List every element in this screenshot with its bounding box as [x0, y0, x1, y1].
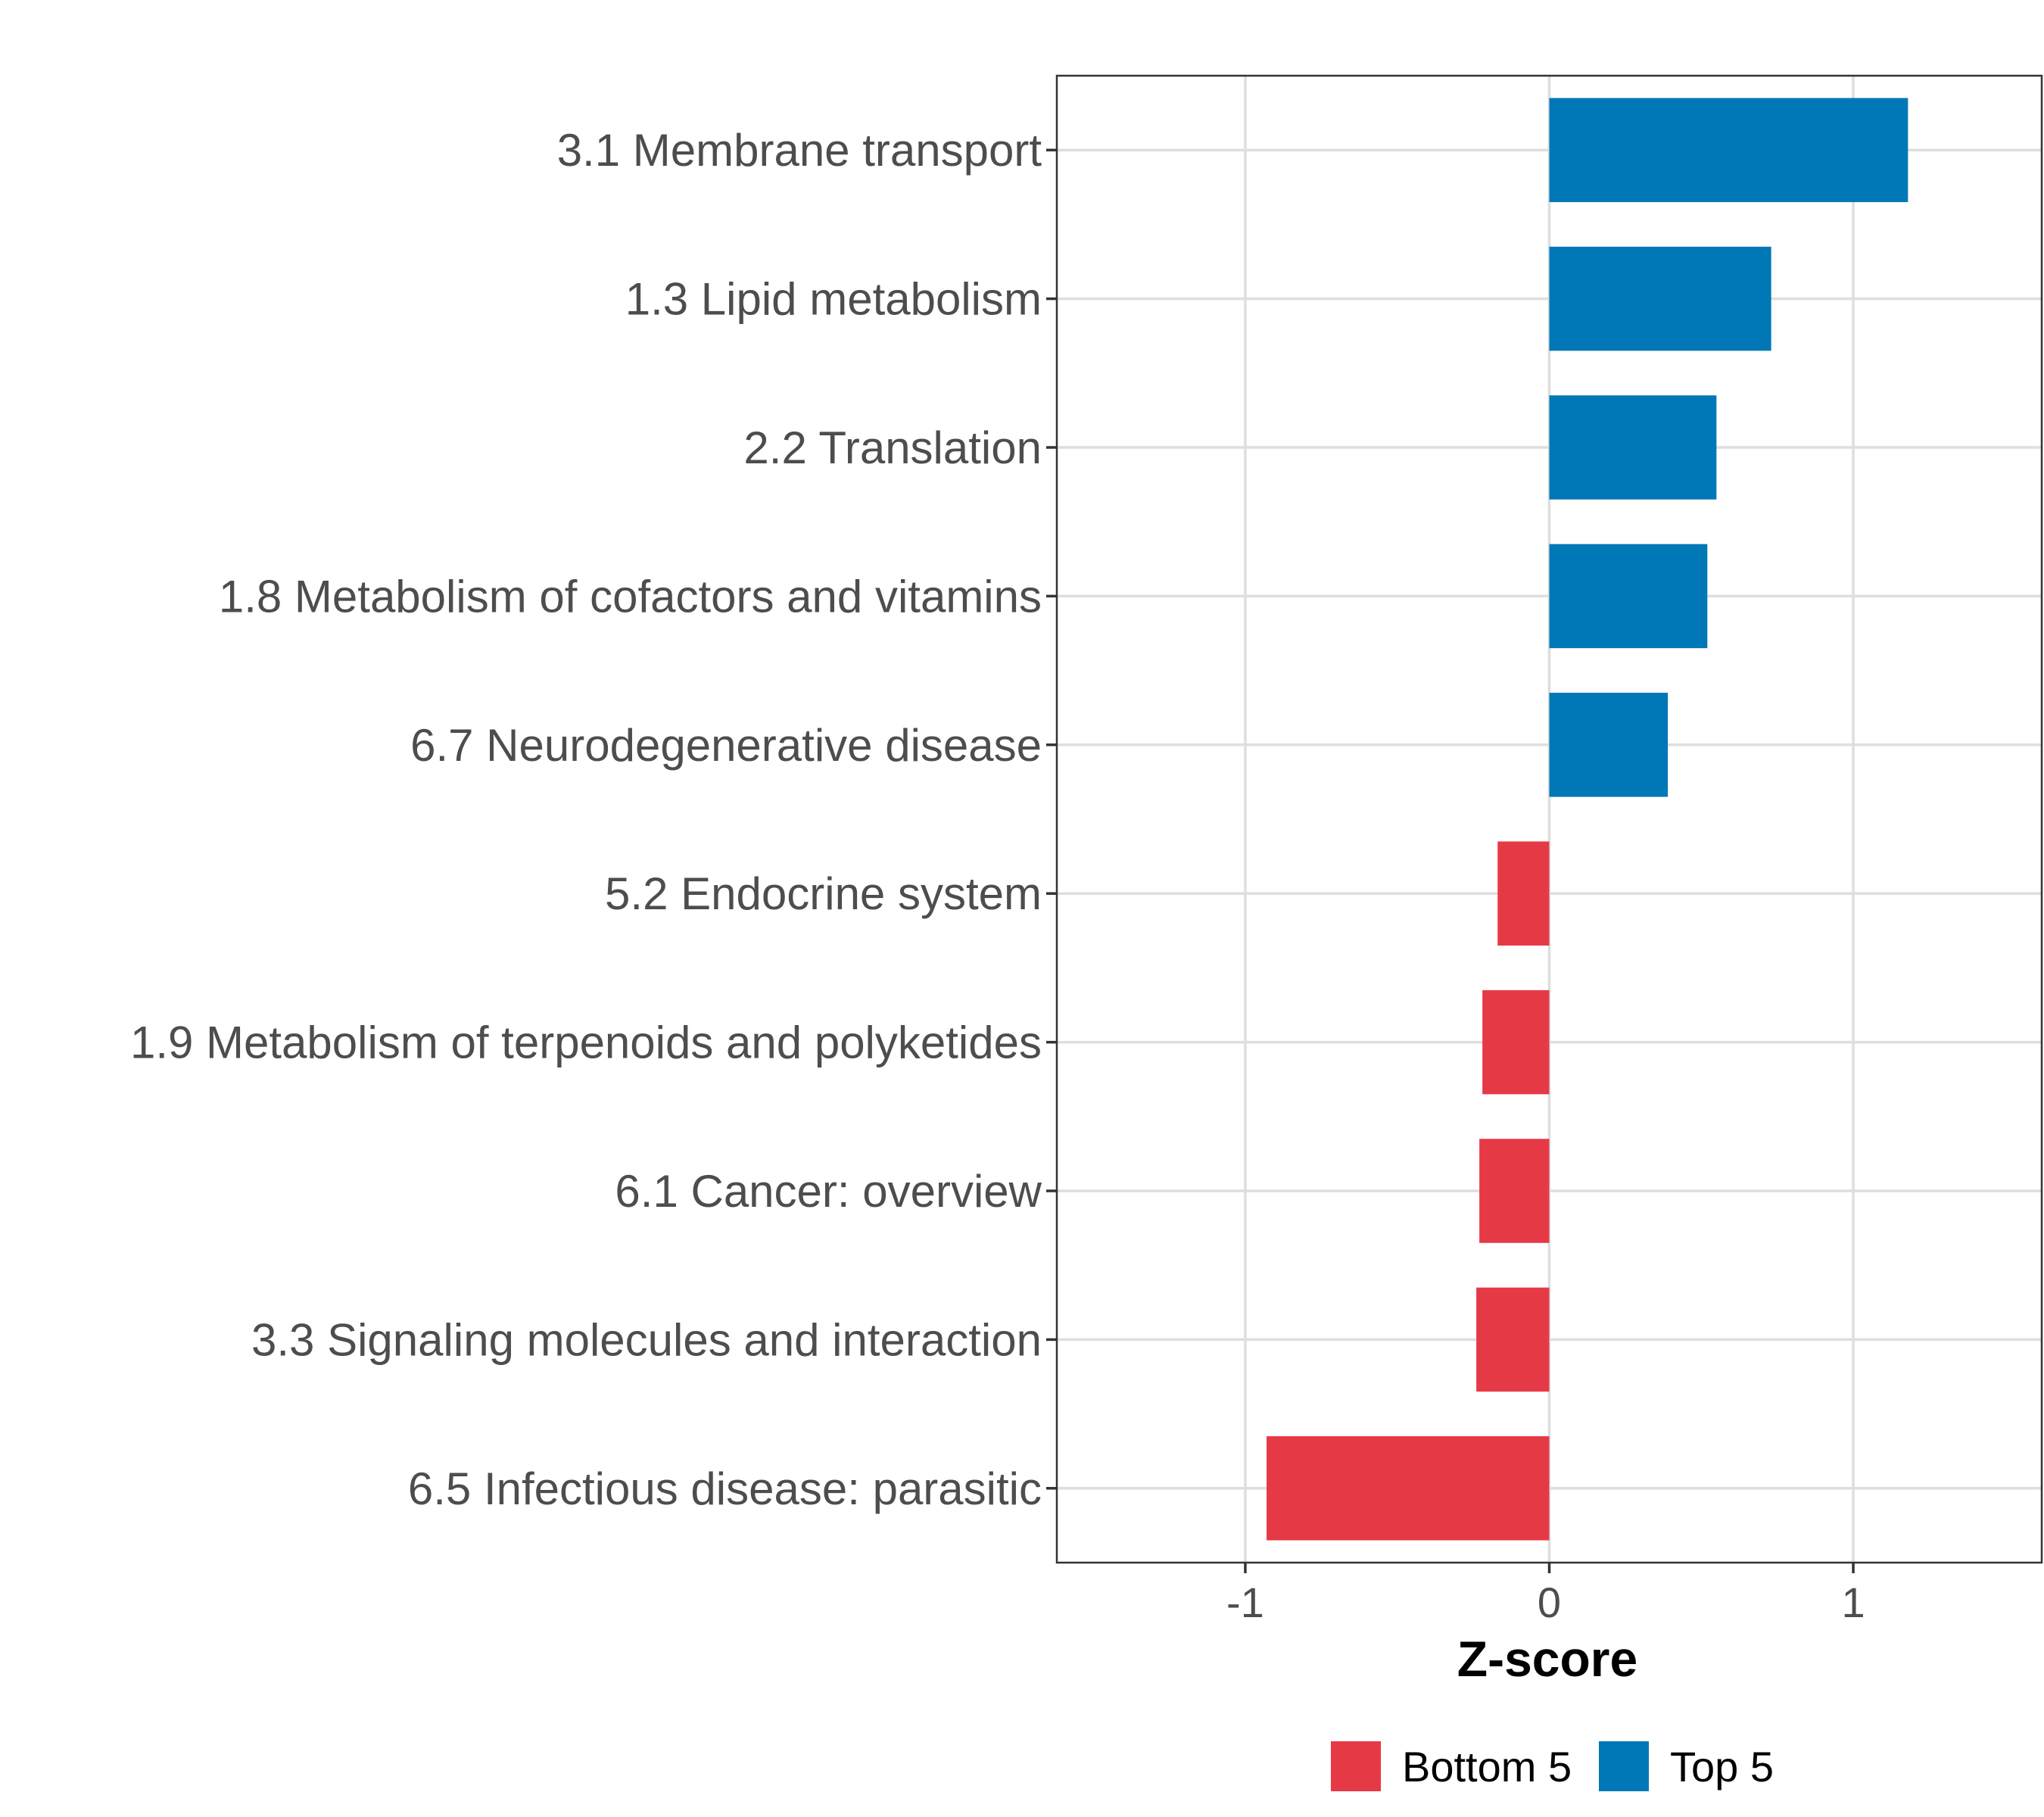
x-tick-label: 1 — [1841, 1579, 1865, 1626]
category-label: 3.3 Signaling molecules and interaction — [251, 1314, 1042, 1365]
x-tick-label: 0 — [1538, 1579, 1561, 1626]
category-label: 1.3 Lipid metabolism — [625, 274, 1042, 325]
bar-4 — [1549, 544, 1708, 649]
y-axis: 3.1 Membrane transport 1.3 Lipid metaboli… — [130, 125, 1057, 1514]
bar-7 — [1482, 990, 1550, 1095]
legend-swatch — [1599, 1741, 1649, 1791]
x-axis-title: Z-score — [1457, 1631, 1637, 1687]
x-axis: -1 0 1 — [1226, 1563, 1865, 1626]
bar-5 — [1549, 693, 1669, 797]
bar-9 — [1476, 1287, 1550, 1392]
bar-1 — [1549, 98, 1908, 202]
bar-10 — [1267, 1436, 1550, 1541]
category-label: 6.1 Cancer: overview — [615, 1166, 1042, 1217]
bar-6 — [1497, 841, 1550, 946]
category-label: 6.7 Neurodegenerative disease — [410, 720, 1042, 771]
bars — [1267, 98, 1908, 1541]
category-label: 2.2 Translation — [743, 422, 1042, 473]
category-label: 1.9 Metabolism of terpenoids and polyket… — [130, 1018, 1042, 1068]
bar-8 — [1479, 1139, 1550, 1243]
category-label: 5.2 Endocrine system — [605, 868, 1042, 919]
category-label: 6.5 Infectious disease: parasitic — [408, 1463, 1042, 1514]
legend: Bottom 5 Top 5 — [1331, 1741, 1774, 1791]
legend-label: Top 5 — [1670, 1743, 1774, 1791]
bar-3 — [1549, 395, 1717, 500]
x-tick-label: -1 — [1226, 1579, 1264, 1626]
legend-swatch — [1331, 1741, 1381, 1791]
category-label: 1.8 Metabolism of cofactors and vitamins — [219, 571, 1042, 622]
legend-label: Bottom 5 — [1402, 1743, 1572, 1791]
category-label: 3.1 Membrane transport — [557, 125, 1042, 176]
bar-2 — [1549, 246, 1771, 351]
